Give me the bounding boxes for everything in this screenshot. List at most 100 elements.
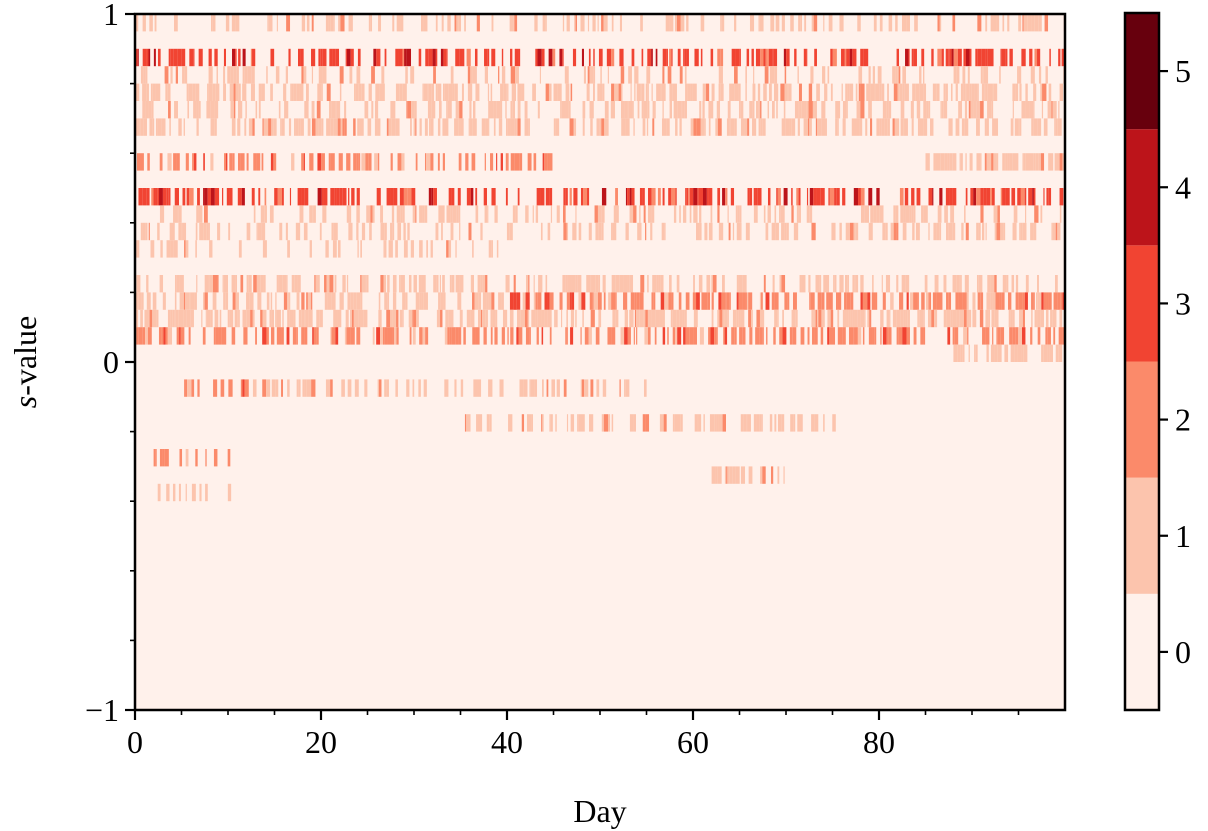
heatmap-cell — [311, 118, 316, 136]
heatmap-cell — [214, 48, 218, 67]
heatmap-cell — [864, 309, 866, 328]
heatmap-cell — [652, 275, 657, 293]
heatmap-cell — [1005, 48, 1008, 67]
heatmap-cell — [636, 327, 638, 345]
heatmap-cell — [596, 379, 600, 397]
heatmap-cell — [337, 309, 342, 328]
heatmap-cell — [334, 275, 337, 293]
heatmap-cell — [1009, 153, 1013, 171]
heatmap-cell — [271, 379, 276, 397]
heatmap-cell — [418, 48, 422, 67]
heatmap-cell — [789, 118, 792, 136]
heatmap-cell — [410, 66, 415, 84]
heatmap-cell — [975, 48, 978, 67]
heatmap-cell — [1009, 48, 1013, 67]
heatmap-cell — [651, 83, 653, 101]
heatmap-cell — [422, 83, 424, 101]
heatmap-cell — [964, 101, 968, 119]
heatmap-cell — [230, 101, 234, 119]
heatmap-cell — [612, 222, 617, 241]
heatmap-cell — [670, 309, 673, 328]
heatmap-cell — [539, 66, 541, 84]
heatmap-cell — [842, 101, 847, 119]
heatmap-cell — [853, 327, 855, 345]
colorbar-frame — [1123, 11, 1161, 712]
heatmap-cell — [744, 118, 748, 136]
heatmap-cell — [140, 66, 144, 84]
heatmap-cell — [146, 83, 149, 101]
heatmap-cell — [162, 188, 167, 206]
heatmap-cell — [1059, 309, 1063, 328]
heatmap-cell — [1012, 153, 1017, 171]
heatmap-cell — [797, 414, 800, 432]
heatmap-cell — [683, 327, 686, 345]
heatmap-cell — [876, 188, 880, 206]
heatmap-cell — [289, 309, 292, 328]
heatmap-cell — [696, 222, 700, 241]
heatmap-cell — [943, 309, 947, 328]
heatmap-cell — [262, 327, 267, 345]
heatmap-cell — [491, 240, 493, 258]
heatmap-cell — [562, 14, 565, 32]
heatmap-cell — [672, 327, 676, 345]
heatmap-cell — [592, 14, 596, 32]
heatmap-cell — [789, 327, 793, 345]
heatmap-cell — [408, 309, 413, 328]
heatmap-cell — [255, 101, 258, 119]
heatmap-cell — [933, 222, 937, 241]
heatmap-cell — [990, 188, 993, 206]
heatmap-cell — [693, 205, 698, 223]
heatmap-cell — [803, 48, 807, 67]
heatmap-cell — [170, 240, 174, 258]
heatmap-cell — [571, 292, 575, 310]
heatmap-cell — [491, 101, 494, 119]
heatmap-cell — [366, 275, 369, 293]
heatmap-cell — [601, 118, 605, 136]
heatmap-cell — [1051, 101, 1053, 119]
heatmap-cell — [981, 48, 986, 67]
heatmap-cell — [430, 118, 434, 136]
heatmap-cell — [208, 66, 213, 84]
heatmap-cell — [189, 292, 191, 310]
heatmap-cell — [371, 66, 375, 84]
heatmap-cell — [678, 292, 682, 310]
heatmap-cell — [595, 222, 599, 241]
heatmap-cell — [769, 66, 775, 84]
heatmap-cell — [340, 14, 345, 32]
heatmap-cell — [633, 205, 637, 223]
heatmap-cell — [1019, 83, 1022, 101]
heatmap-cell — [699, 101, 702, 119]
heatmap-cell — [1033, 83, 1037, 101]
heatmap-cell — [326, 83, 331, 101]
heatmap-cell — [842, 309, 847, 328]
heatmap-cell — [833, 275, 835, 293]
heatmap-cell — [836, 292, 838, 310]
heatmap-cell — [307, 292, 311, 310]
heatmap-cell — [215, 449, 218, 467]
heatmap-cell — [578, 414, 581, 432]
heatmap-cell — [610, 101, 615, 119]
heatmap-cell — [604, 101, 609, 119]
heatmap-cell — [173, 205, 178, 223]
heatmap-cell — [759, 292, 762, 310]
heatmap-cell — [309, 153, 314, 171]
heatmap-cell — [949, 48, 952, 67]
heatmap-cell — [346, 153, 351, 171]
heatmap-cell — [613, 205, 617, 223]
heatmap-cell — [923, 101, 927, 119]
heatmap-cell — [182, 222, 187, 241]
heatmap-cell — [491, 188, 496, 206]
heatmap-cell — [253, 205, 256, 223]
heatmap-cell — [686, 188, 689, 206]
heatmap-cell — [170, 48, 174, 67]
heatmap-cell — [336, 101, 341, 119]
heatmap-cell — [914, 14, 918, 32]
heatmap-cell — [574, 14, 576, 32]
heatmap-cell — [859, 118, 863, 136]
heatmap-cell — [724, 309, 728, 328]
heatmap-cell — [299, 205, 304, 223]
heatmap-cell — [301, 292, 305, 310]
heatmap-cell — [231, 275, 236, 293]
heatmap-cell — [388, 118, 392, 136]
y-tick-label: 1 — [103, 0, 119, 32]
